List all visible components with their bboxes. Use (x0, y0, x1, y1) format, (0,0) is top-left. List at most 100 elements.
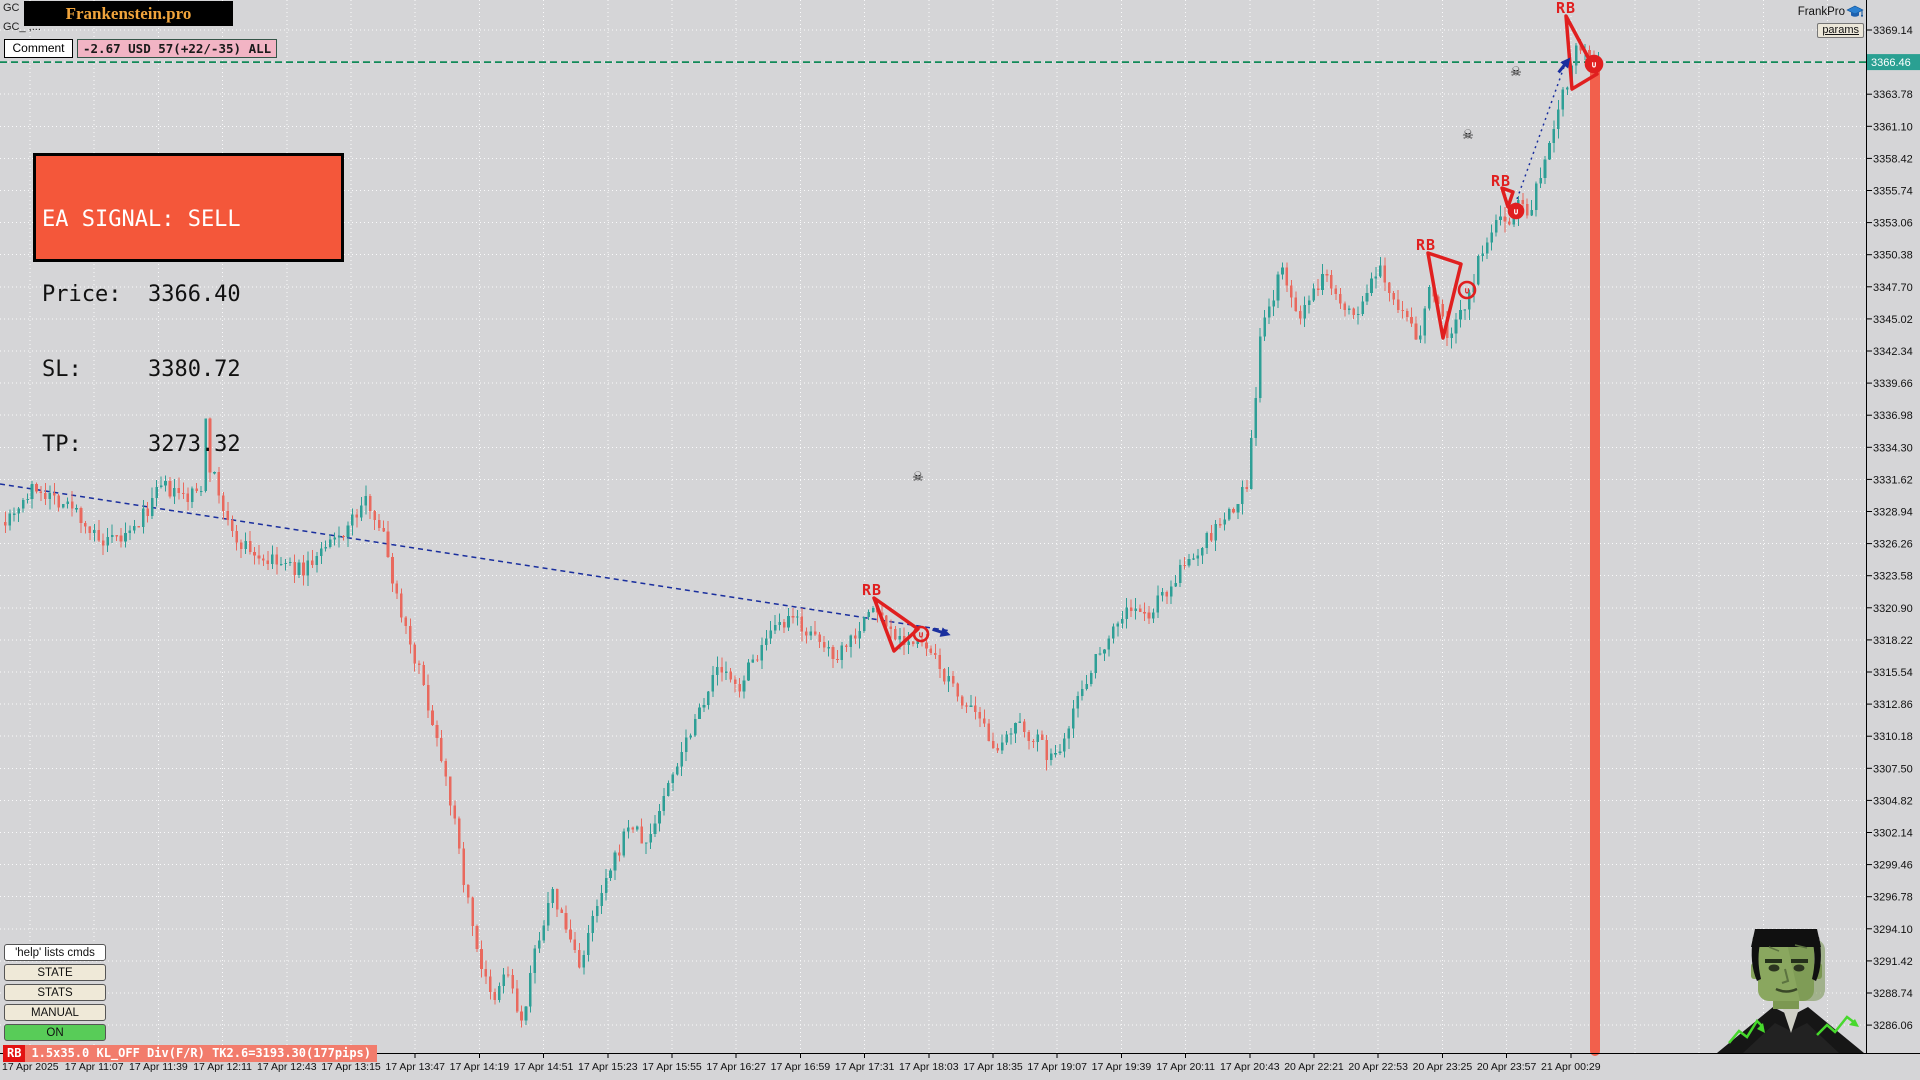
price-axis: 3369.14 3366.46 3363.78 3361.10 3358.42 3355.… (1866, 25, 1913, 1032)
price-axis-label: 3320.90 (1873, 603, 1913, 615)
time-axis-label: 17 Apr 17:31 (835, 1061, 895, 1073)
graduation-cap-icon (1846, 5, 1864, 17)
price-axis-label: 3358.42 (1873, 153, 1913, 165)
time-axis-label: 21 Apr 00:29 (1541, 1061, 1601, 1073)
price-axis-label: 3318.22 (1873, 635, 1913, 647)
stats-button[interactable]: STATS (4, 984, 106, 1001)
time-axis-label: 17 Apr 20:43 (1220, 1061, 1280, 1073)
state-button[interactable]: STATE (4, 964, 106, 981)
params-button[interactable]: params (1817, 23, 1864, 38)
price-axis-label: 3307.50 (1873, 763, 1913, 775)
rb-pattern-circle[interactable] (1457, 280, 1477, 300)
price-axis-label: 3331.62 (1873, 474, 1913, 486)
time-axis-label: 17 Apr 18:03 (899, 1061, 959, 1073)
price-axis-label: 3339.66 (1873, 378, 1913, 390)
time-axis-label: 17 Apr 15:55 (642, 1061, 702, 1073)
rb-pattern-circle[interactable] (1507, 202, 1525, 220)
frankenstein-mascot-image (1717, 929, 1864, 1053)
price-axis-label: 3291.42 (1873, 956, 1913, 968)
symbol-label: GC (3, 2, 20, 14)
price-axis-label: 3299.46 (1873, 860, 1913, 872)
rb-pattern-triangle[interactable] (1500, 186, 1515, 209)
manual-button[interactable]: MANUAL (4, 1004, 106, 1021)
rb-circle-glyph: ∪ (1591, 61, 1596, 71)
time-axis-label: 17 Apr 19:07 (1027, 1061, 1087, 1073)
price-axis-label: 3323.58 (1873, 571, 1913, 583)
time-axis-label: 17 Apr 15:23 (578, 1061, 638, 1073)
price-axis-label: 3310.18 (1873, 731, 1913, 743)
price-axis-label: 3347.70 (1873, 282, 1913, 294)
time-axis-label: 20 Apr 22:21 (1284, 1061, 1344, 1073)
rb-circle-glyph: ∪ (1513, 208, 1518, 218)
direction-arrow[interactable] (931, 625, 952, 640)
skull-icon: ☠ (912, 470, 924, 485)
comment-button[interactable]: Comment (4, 39, 73, 58)
rb-status-text: 1.5x35.0 KL_OFF Div(F/R) TK2.6=3193.30(1… (25, 1045, 378, 1062)
rb-label: RB (1556, 0, 1576, 17)
indicator-status-bar: RB 1.5x35.0 KL_OFF Div(F/R) TK2.6=3193.3… (3, 1045, 378, 1062)
signal-sl-line: SL: 3380.72 (42, 357, 241, 382)
price-axis-label: 3312.86 (1873, 699, 1913, 711)
rb-label: RB (1491, 172, 1511, 190)
on-toggle-button[interactable]: ON (4, 1024, 106, 1041)
direction-arrow[interactable] (1555, 54, 1575, 75)
price-axis-label: 3369.14 (1873, 25, 1913, 37)
signal-title: EA SIGNAL: SELL (42, 207, 241, 232)
price-axis-label: 3334.30 (1873, 442, 1913, 454)
time-axis-label: 17 Apr 16:59 (771, 1061, 831, 1073)
price-axis-label: 3336.98 (1873, 410, 1913, 422)
price-axis-label: 3288.74 (1873, 988, 1913, 1000)
time-axis-label: 17 Apr 14:19 (450, 1061, 510, 1073)
time-axis-label: 17 Apr 11:39 (129, 1061, 188, 1073)
price-axis-label: 3345.02 (1873, 314, 1913, 326)
trendline[interactable] (0, 483, 952, 632)
price-axis-label: 3326.26 (1873, 539, 1913, 551)
rb-pattern-circle[interactable] (1584, 54, 1604, 74)
rb-circle-glyph: ∪ (1464, 287, 1469, 297)
ea-title-badge: Frankenstein.pro (24, 1, 233, 26)
time-axis-label: 17 Apr 11:07 (65, 1061, 124, 1073)
price-axis-label: 3350.38 (1873, 250, 1913, 262)
trendline[interactable] (1510, 66, 1565, 217)
price-axis-label: 3315.54 (1873, 667, 1913, 679)
price-axis-label: 3286.06 (1873, 1020, 1913, 1032)
time-axis: 17 Apr 2025 17 Apr 11:07 17 Apr 11:39 17 Ap… (2, 1053, 1601, 1073)
current-price-text: 3366.46 (1871, 57, 1911, 69)
price-axis-label: 3353.06 (1873, 218, 1913, 230)
candlestick-series (4, 39, 1600, 1028)
rb-circle-glyph: ∪ (918, 631, 923, 641)
time-axis-label: 20 Apr 22:53 (1348, 1061, 1408, 1073)
time-axis-label: 17 Apr 18:35 (963, 1061, 1023, 1073)
rb-label: RB (862, 581, 882, 599)
time-axis-label: 17 Apr 12:43 (257, 1061, 317, 1073)
time-axis-label: 17 Apr 19:39 (1092, 1061, 1152, 1073)
price-axis-label: 3304.82 (1873, 795, 1913, 807)
price-axis-label: 3342.34 (1873, 346, 1913, 358)
time-axis-label: 17 Apr 20:11 (1156, 1061, 1215, 1073)
price-axis-label: 3355.74 (1873, 186, 1913, 198)
time-axis-label: 17 Apr 14:51 (514, 1061, 574, 1073)
time-axis-label: 17 Apr 16:27 (706, 1061, 766, 1073)
rb-label: RB (1416, 236, 1436, 254)
time-axis-label: 17 Apr 12:11 (193, 1061, 252, 1073)
rb-pattern-circle[interactable] (912, 625, 930, 643)
price-axis-label: 3296.78 (1873, 892, 1913, 904)
time-axis-label: 17 Apr 13:47 (385, 1061, 445, 1073)
price-axis-label: 3361.10 (1873, 121, 1913, 133)
rb-pattern-triangle[interactable] (1426, 251, 1463, 340)
ea-signal-box: EA SIGNAL: SELL Price: 3366.40 SL: 3380.… (33, 153, 344, 457)
help-button[interactable]: 'help' lists cmds (4, 944, 106, 961)
price-axis-label: 3294.10 (1873, 924, 1913, 936)
time-axis-label: 17 Apr 2025 (2, 1061, 59, 1073)
price-axis-label: 3328.94 (1873, 507, 1913, 519)
rb-pattern-triangle[interactable] (1564, 14, 1599, 91)
signal-price-line: Price: 3366.40 (42, 282, 241, 307)
time-axis-label: 20 Apr 23:57 (1477, 1061, 1537, 1073)
time-axis-label: 20 Apr 23:25 (1413, 1061, 1473, 1073)
current-price-tag: 3366.46 (1867, 54, 1920, 71)
brand-label: FrankPro (1797, 6, 1845, 18)
skull-icon: ☠ (1510, 65, 1522, 80)
rb-pattern-triangle[interactable] (872, 596, 920, 653)
